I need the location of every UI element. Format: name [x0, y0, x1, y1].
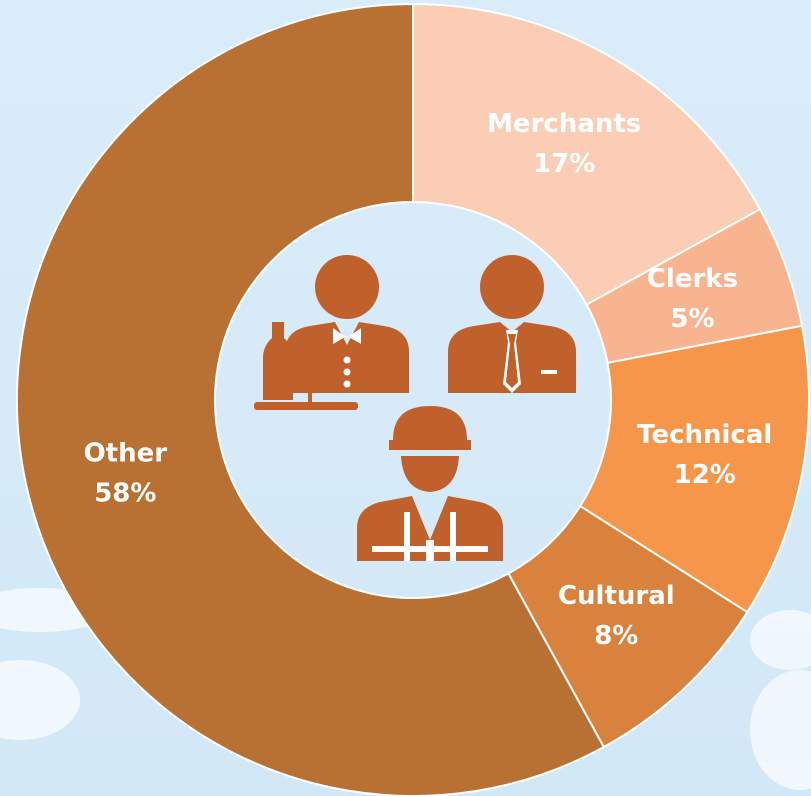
slice-label: Clerks [647, 264, 738, 294]
slice-label: Cultural [558, 581, 675, 611]
center-icons [254, 255, 576, 561]
value-label: 12% [674, 460, 736, 490]
value-label: 58% [94, 478, 156, 508]
value-label: 17% [533, 149, 595, 179]
clouds [0, 588, 811, 790]
slice [578, 324, 810, 614]
slice-label: Technical [637, 420, 772, 450]
value-label: 5% [670, 304, 714, 334]
slice-label: Merchants [487, 109, 641, 139]
slice-label: Other [84, 438, 168, 468]
slice [16, 2, 606, 796]
value-label: 8% [594, 621, 638, 651]
slice [412, 2, 762, 306]
donut [16, 2, 810, 796]
